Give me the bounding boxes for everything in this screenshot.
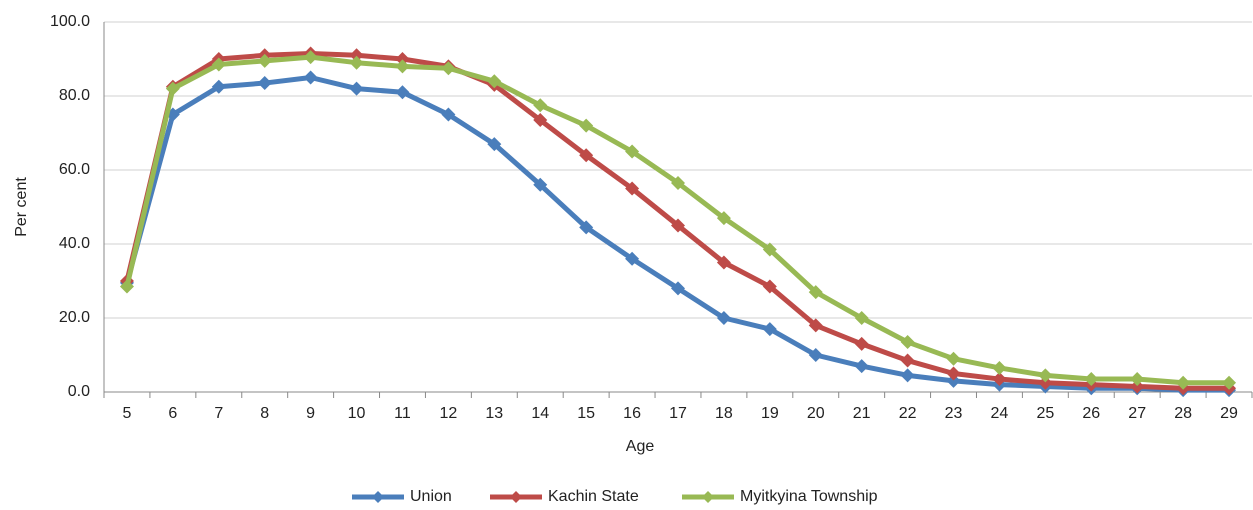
series-line <box>124 75 1230 393</box>
data-point <box>992 360 1007 375</box>
data-point <box>211 57 226 72</box>
x-tick-label: 22 <box>899 405 917 422</box>
data-point <box>808 285 823 300</box>
data-point <box>349 81 364 96</box>
data-point <box>441 107 456 122</box>
x-tick-label: 5 <box>123 405 132 422</box>
data-point <box>900 353 915 368</box>
x-tick-label: 12 <box>440 405 458 422</box>
y-tick-label: 100.0 <box>50 13 90 30</box>
data-point <box>625 181 640 196</box>
data-point <box>579 118 594 133</box>
data-point <box>395 59 410 74</box>
data-point <box>533 113 548 128</box>
legend-marker <box>702 491 714 503</box>
data-point <box>1222 375 1237 390</box>
data-point <box>165 81 180 96</box>
data-point <box>487 74 502 89</box>
data-point <box>349 48 364 63</box>
y-tick-label: 60.0 <box>59 161 90 178</box>
data-point <box>1130 372 1145 387</box>
data-point <box>671 281 685 296</box>
data-point <box>211 79 226 94</box>
data-point <box>625 251 640 266</box>
x-tick-label: 26 <box>1082 405 1100 422</box>
x-tick-label: 16 <box>623 405 641 422</box>
data-point <box>762 322 777 337</box>
data-point <box>762 242 777 257</box>
x-tick-label: 28 <box>1174 405 1192 422</box>
x-tick-label: 19 <box>761 405 779 422</box>
data-point <box>854 359 869 374</box>
data-point <box>946 351 961 366</box>
y-tick-label: 40.0 <box>59 235 90 252</box>
data-point <box>395 52 410 66</box>
x-tick-label: 25 <box>1036 405 1054 422</box>
data-point <box>854 336 869 351</box>
legend-label: Myitkyina Township <box>740 488 878 505</box>
data-point <box>533 98 548 113</box>
data-point <box>303 70 318 85</box>
x-tick-label: 18 <box>715 405 733 422</box>
x-tick-label: 17 <box>669 405 687 422</box>
data-point <box>808 318 823 333</box>
data-point <box>716 255 731 270</box>
data-point <box>303 50 318 65</box>
data-point <box>119 279 134 294</box>
x-tick-label: 11 <box>394 405 411 422</box>
x-axis-label: Age <box>626 438 655 455</box>
x-tick-label: 9 <box>306 405 315 422</box>
y-tick-label: 0.0 <box>68 383 90 400</box>
y-axis-label: Per cent <box>13 177 30 237</box>
x-tick-label: 27 <box>1128 405 1146 422</box>
data-point <box>1176 375 1191 390</box>
legend-label: Union <box>410 488 452 505</box>
data-point <box>579 220 594 235</box>
data-point <box>671 218 685 233</box>
data-point <box>716 211 731 226</box>
data-point <box>257 76 272 91</box>
data-point <box>1038 368 1053 383</box>
x-tick-label: 13 <box>485 405 503 422</box>
x-tick-label: 24 <box>991 405 1009 422</box>
data-point <box>441 61 456 76</box>
x-tick-label: 15 <box>577 405 595 422</box>
x-tick-label: 21 <box>853 405 871 422</box>
data-point <box>716 311 731 325</box>
x-tick-label: 8 <box>260 405 269 422</box>
y-tick-label: 20.0 <box>59 309 90 326</box>
data-point <box>257 53 272 68</box>
legend-marker <box>372 491 384 503</box>
data-point <box>625 144 640 159</box>
x-tick-label: 10 <box>348 405 366 422</box>
data-point <box>1038 375 1053 390</box>
data-point <box>1084 372 1099 387</box>
data-point <box>533 177 548 192</box>
data-point <box>946 366 961 381</box>
data-point <box>579 148 594 163</box>
data-point <box>900 368 915 383</box>
data-point <box>349 55 364 70</box>
x-tick-label: 29 <box>1220 405 1238 422</box>
data-point <box>854 311 869 325</box>
legend-label: Kachin State <box>548 488 639 505</box>
data-point <box>487 137 502 152</box>
data-point <box>395 85 410 100</box>
y-tick-label: 80.0 <box>59 87 90 104</box>
data-point <box>900 335 915 350</box>
x-tick-label: 7 <box>214 405 223 422</box>
x-tick-label: 6 <box>168 405 177 422</box>
x-tick-label: 23 <box>945 405 963 422</box>
data-point <box>1130 379 1145 394</box>
data-point <box>992 372 1007 387</box>
x-tick-label: 14 <box>531 405 549 422</box>
data-point <box>808 348 823 362</box>
data-point <box>946 373 961 388</box>
legend-marker <box>510 491 522 503</box>
x-tick-label: 20 <box>807 405 825 422</box>
data-point <box>671 175 685 190</box>
data-point <box>762 279 777 294</box>
